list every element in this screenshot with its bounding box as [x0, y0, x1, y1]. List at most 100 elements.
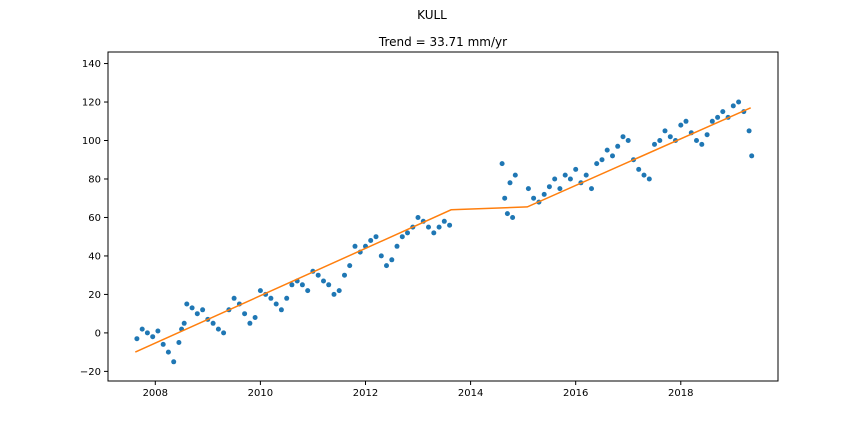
data-point — [499, 161, 505, 167]
plot-area — [107, 51, 779, 382]
y-axis: −20 0 20 40 60 80 100 120 140 — [80, 59, 108, 378]
data-point — [749, 153, 755, 159]
data-point — [399, 234, 405, 240]
data-point — [678, 122, 684, 128]
axes-frame — [107, 51, 779, 382]
data-point — [620, 134, 626, 140]
data-point — [720, 109, 726, 115]
data-point — [657, 138, 663, 143]
data-point — [210, 320, 216, 326]
data-point — [342, 272, 347, 278]
data-point — [155, 328, 161, 334]
data-point — [160, 341, 166, 347]
data-point — [394, 243, 400, 249]
data-point — [589, 186, 594, 192]
data-point — [641, 172, 647, 178]
data-point — [567, 176, 573, 182]
data-point — [247, 320, 253, 326]
data-point — [194, 311, 200, 317]
data-point — [252, 315, 258, 320]
data-point — [268, 295, 274, 301]
y-tick-label: 20 — [88, 290, 101, 301]
x-tick-label: 2014 — [458, 388, 483, 399]
data-point — [278, 307, 284, 313]
data-points — [134, 99, 755, 365]
data-point — [746, 128, 752, 134]
data-point — [541, 191, 547, 197]
x-tick-label: 2008 — [143, 388, 168, 399]
data-point — [431, 230, 437, 236]
x-tick-label: 2018 — [668, 388, 693, 399]
data-point — [525, 186, 531, 192]
x-axis: 2008 2010 2012 2014 2016 2018 — [143, 381, 694, 399]
data-point — [176, 340, 182, 345]
data-point — [441, 218, 447, 224]
y-tick-label: 80 — [88, 174, 101, 185]
data-point — [583, 172, 589, 178]
data-point — [546, 184, 552, 190]
data-point — [573, 166, 579, 172]
data-point — [405, 230, 410, 236]
y-tick-label: 140 — [82, 59, 101, 70]
data-point — [562, 172, 568, 178]
data-point — [415, 215, 421, 220]
data-point — [384, 263, 389, 269]
data-point — [326, 282, 332, 288]
data-point — [139, 326, 145, 332]
y-tick-label: 0 — [95, 328, 101, 339]
data-point — [636, 166, 642, 172]
data-point — [299, 282, 305, 288]
data-point — [704, 132, 710, 138]
data-point — [200, 307, 206, 313]
data-point — [189, 305, 195, 311]
data-point — [373, 234, 379, 240]
data-point — [502, 195, 508, 201]
data-point — [305, 288, 311, 294]
data-point — [736, 99, 742, 105]
data-point — [615, 143, 621, 149]
data-point — [504, 211, 510, 217]
data-point — [599, 157, 605, 163]
data-point — [512, 172, 518, 178]
data-point — [150, 334, 156, 340]
data-point — [652, 141, 657, 147]
data-point — [694, 138, 699, 143]
data-point — [715, 114, 721, 120]
x-tick-label: 2010 — [248, 388, 273, 399]
chart-suptitle: KULL — [417, 8, 447, 22]
data-point — [221, 330, 227, 336]
data-point — [646, 176, 652, 182]
data-point — [604, 147, 610, 153]
data-point — [662, 128, 668, 134]
data-point — [331, 291, 337, 297]
data-point — [389, 257, 395, 263]
x-tick-label: 2016 — [563, 388, 588, 399]
data-point — [257, 288, 263, 294]
y-tick-label: 100 — [82, 136, 101, 147]
data-point — [594, 161, 600, 167]
data-point — [368, 238, 374, 243]
data-point — [144, 330, 150, 336]
data-point — [181, 320, 187, 326]
data-point — [171, 359, 177, 365]
data-point — [552, 176, 558, 182]
y-tick-label: 60 — [88, 213, 101, 224]
data-point — [683, 118, 689, 124]
data-point — [289, 282, 295, 288]
data-point — [510, 215, 516, 220]
data-point — [667, 134, 673, 140]
data-point — [730, 103, 736, 109]
data-point — [709, 118, 715, 124]
data-point — [531, 195, 537, 201]
data-point — [315, 272, 321, 278]
y-tick-label: −20 — [80, 367, 101, 378]
data-point — [321, 278, 326, 284]
x-tick-label: 2012 — [353, 388, 378, 399]
data-point — [215, 326, 221, 332]
data-point — [352, 243, 358, 249]
data-point — [557, 186, 563, 192]
y-tick-label: 40 — [88, 251, 101, 262]
data-point — [610, 153, 615, 159]
data-point — [507, 180, 513, 186]
